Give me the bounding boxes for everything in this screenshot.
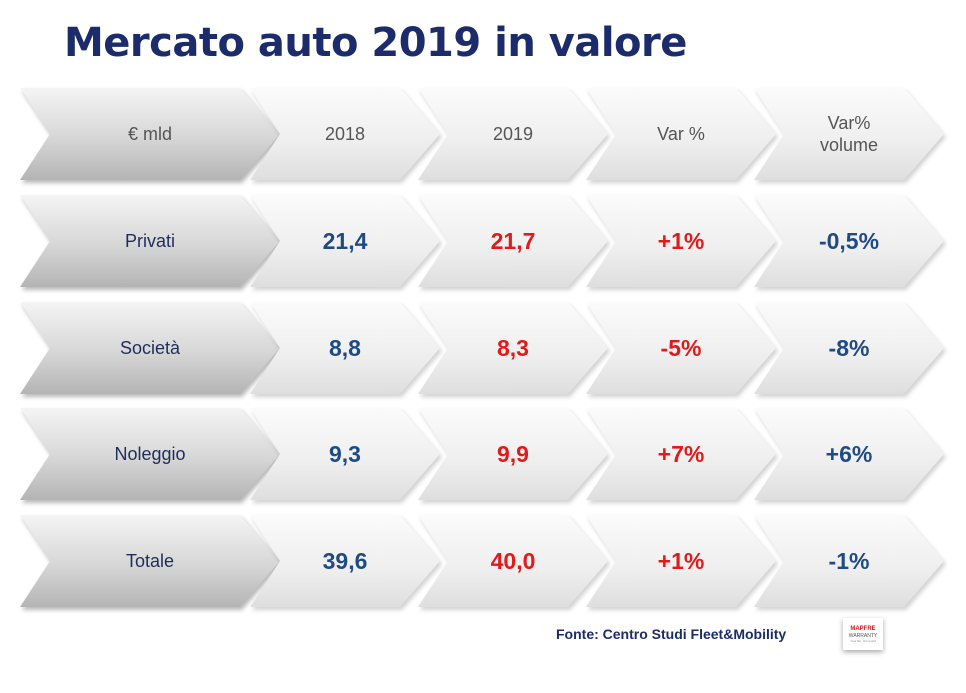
table-header-row: € mld 2018 2019 Var % Var% volume: [20, 88, 950, 180]
header-varvol-cell: Var% volume: [754, 88, 944, 180]
row-label: Società: [119, 337, 181, 358]
value-var-cell: -5%: [586, 302, 776, 394]
mapfre-warranty-logo: MAPFRE WARRANTY Your life, Our world: [843, 618, 883, 650]
value-2018: 8,8: [329, 334, 361, 361]
row-label: Privati: [124, 230, 175, 251]
page-title: Mercato auto 2019 in valore: [64, 20, 687, 66]
value-2019-cell: 21,7: [418, 195, 608, 287]
value-var-cell: +7%: [586, 408, 776, 500]
row-label: Totale: [125, 550, 175, 571]
value-var: +1%: [657, 227, 705, 254]
value-var-cell: +1%: [586, 195, 776, 287]
value-varvol-cell: -1%: [754, 515, 944, 607]
header-var-cell: Var %: [586, 88, 776, 180]
value-varvol-cell: -8%: [754, 302, 944, 394]
value-2019-cell: 9,9: [418, 408, 608, 500]
table-row: Noleggio 9,3 9,9 +7% +6%: [20, 408, 950, 500]
value-varvol-cell: +6%: [754, 408, 944, 500]
row-label-cell: Totale: [20, 515, 280, 607]
source-note: Fonte: Centro Studi Fleet&Mobility: [556, 626, 787, 642]
value-var: +1%: [657, 547, 705, 574]
row-label: Noleggio: [114, 443, 186, 464]
header-varvol-line2: volume: [819, 135, 879, 155]
value-varvol: -8%: [828, 334, 870, 361]
table-row: Privati 21,4 21,7 +1% -0,5%: [20, 195, 950, 287]
table-row: Totale 39,6 40,0 +1% -1%: [20, 515, 950, 607]
value-2018-cell: 39,6: [250, 515, 440, 607]
header-varvol-line1: Var%: [827, 113, 871, 133]
value-var-cell: +1%: [586, 515, 776, 607]
header-2018-cell: 2018: [250, 88, 440, 180]
value-2018: 21,4: [322, 227, 368, 254]
header-label-cell: € mld: [20, 88, 280, 180]
value-2018-cell: 8,8: [250, 302, 440, 394]
value-2018-cell: 21,4: [250, 195, 440, 287]
value-2019-cell: 8,3: [418, 302, 608, 394]
logo-line2: WARRANTY: [848, 632, 878, 639]
value-2018: 39,6: [322, 547, 368, 574]
header-label: € mld: [127, 124, 172, 144]
value-var: +7%: [657, 440, 705, 467]
row-label-cell: Noleggio: [20, 408, 280, 500]
market-table: € mld 2018 2019 Var % Var% volume Privat…: [20, 88, 950, 608]
value-2018: 9,3: [329, 440, 361, 467]
value-2019: 8,3: [497, 334, 529, 361]
header-var: Var %: [657, 124, 705, 144]
value-varvol: +6%: [825, 440, 873, 467]
value-var: -5%: [660, 334, 702, 361]
value-2019: 9,9: [497, 440, 529, 467]
logo-line3: Your life, Our world: [850, 638, 876, 643]
table-row: Società 8,8 8,3 -5% -8%: [20, 302, 950, 394]
value-2018-cell: 9,3: [250, 408, 440, 500]
logo-line1: MAPFRE: [850, 625, 876, 632]
row-label-cell: Privati: [20, 195, 280, 287]
header-2019-cell: 2019: [418, 88, 608, 180]
row-label-cell: Società: [20, 302, 280, 394]
header-2019: 2019: [492, 124, 534, 144]
header-varvol: Var% volume: [820, 112, 878, 156]
value-2019: 21,7: [490, 227, 536, 254]
value-varvol-cell: -0,5%: [754, 195, 944, 287]
value-2019-cell: 40,0: [418, 515, 608, 607]
header-2018: 2018: [324, 124, 366, 144]
value-varvol: -0,5%: [818, 227, 880, 254]
value-2019: 40,0: [490, 547, 536, 574]
value-varvol: -1%: [828, 547, 870, 574]
